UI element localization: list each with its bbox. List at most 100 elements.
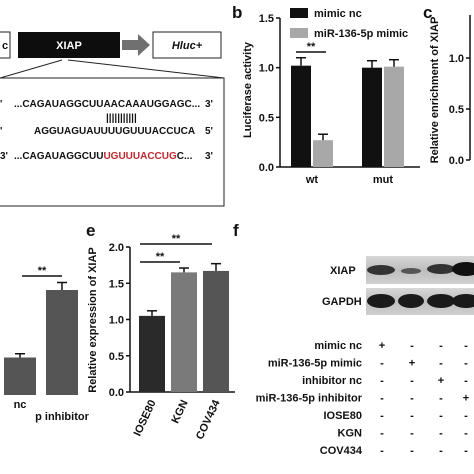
band: [367, 294, 395, 308]
row-label: inhibitor nc: [302, 375, 362, 387]
band: [452, 262, 474, 276]
panel-a: c XIAP Hluc+ ' ...CAGAUAGGCUUAACAAAUGGAG…: [0, 31, 225, 207]
significance: **: [172, 233, 181, 245]
y-tick-label: 2.0: [109, 242, 124, 254]
gene-box: [18, 32, 120, 58]
panel-f: f XIAP GAPDH: [233, 221, 474, 315]
reporter-box: [152, 31, 222, 59]
band-label: XIAP: [330, 265, 356, 277]
bar: [362, 67, 382, 167]
y-tick-label: 0.0: [109, 387, 124, 399]
panel-label: c: [423, 3, 432, 22]
seq-part: C...: [177, 151, 193, 162]
band: [427, 264, 455, 274]
panel-label: f: [233, 221, 239, 240]
x-tick-label: p inhibitor: [35, 411, 89, 423]
y-tick-label: 0.5: [109, 351, 124, 363]
seq-end: ': [0, 99, 2, 110]
row-mark: -: [380, 393, 384, 405]
y-axis-label: Relative enrichment of XIAP: [429, 17, 441, 164]
legend-swatch: [290, 8, 308, 18]
y-tick-label: 0.0: [259, 162, 274, 174]
legend-label: mimic nc: [314, 8, 362, 20]
bar: [139, 315, 165, 392]
sequence-box: [0, 77, 225, 207]
row-mark: -: [410, 445, 414, 457]
row-label: COV434: [320, 445, 363, 457]
zoom-line: [0, 59, 63, 79]
row-mark: -: [439, 410, 443, 422]
arrow: [122, 34, 150, 56]
row-mark: +: [438, 375, 444, 387]
legend-swatch: [290, 28, 308, 38]
y-axis-label: Luciferase activity: [242, 41, 254, 138]
row-mark: +: [463, 393, 469, 405]
row-mark: -: [439, 428, 443, 440]
panel-label: b: [232, 3, 242, 22]
band: [452, 294, 474, 308]
panel-label: e: [86, 221, 95, 240]
y-tick-label: 1.0: [259, 63, 274, 75]
row-mark: -: [380, 410, 384, 422]
promoter-label: c: [2, 40, 8, 52]
legend-label: miR-136-5p mimic: [314, 28, 408, 40]
row-mark: -: [464, 340, 468, 352]
y-tick-label: 1.5: [259, 13, 274, 25]
row-mark: -: [464, 445, 468, 457]
band: [367, 265, 395, 275]
x-tick-label: mut: [373, 174, 394, 186]
row-mark: -: [464, 428, 468, 440]
bar: [171, 272, 197, 392]
seq-end: ': [0, 126, 2, 137]
row-mark: -: [410, 393, 414, 405]
seq-end: 3': [205, 151, 213, 162]
significance: **: [307, 41, 316, 53]
row-label: IOSE80: [323, 410, 362, 422]
pairing: |||||||||||: [106, 113, 137, 124]
row-mark: -: [380, 375, 384, 387]
row-mark: -: [439, 358, 443, 370]
row-mark: -: [464, 375, 468, 387]
y-tick-label: 1.0: [109, 315, 124, 327]
row-mark: +: [379, 340, 385, 352]
bar: [46, 290, 78, 395]
x-tick-label: IOSE80: [132, 398, 159, 438]
gene-label: XIAP: [56, 40, 82, 52]
y-tick-label: 0.5: [259, 112, 274, 124]
bar: [291, 65, 311, 167]
row-label: miR-136-5p mimic: [268, 358, 362, 370]
row-mark: -: [380, 358, 384, 370]
row-mark: -: [410, 428, 414, 440]
seq-part: ...CAGAUAGGCUU: [14, 151, 103, 162]
row-mark: -: [410, 375, 414, 387]
seq-end: 3': [205, 99, 213, 110]
row-mark: -: [439, 393, 443, 405]
y-tick-label: 0.5: [449, 104, 464, 116]
sequence: AGGUAGUAUUUUGUUUACCUCA: [34, 126, 195, 137]
row-mark: -: [410, 340, 414, 352]
bar: [384, 66, 404, 167]
row-mark: -: [464, 358, 468, 370]
significance: **: [156, 251, 165, 263]
band: [427, 294, 455, 308]
sequence: ...CAGAUAGGCUUUGUUUACCUGC...: [14, 151, 193, 162]
row-mark: -: [464, 410, 468, 422]
row-label: mimic nc: [314, 340, 362, 352]
band-label: GAPDH: [322, 296, 362, 308]
row-label: miR-136-5p inhibitor: [256, 393, 363, 405]
seq-mutated: UGUUUACCUG: [103, 151, 177, 162]
x-tick-label: COV434: [194, 397, 223, 441]
seq-end: 3': [0, 151, 8, 162]
y-tick-label: 0.0: [449, 155, 464, 167]
zoom-line: [67, 59, 225, 79]
x-tick-label: wt: [305, 174, 319, 186]
row-label: KGN: [338, 428, 363, 440]
y-tick-label: 1.5: [109, 278, 124, 290]
row-mark: -: [380, 428, 384, 440]
significance: **: [38, 265, 47, 277]
band: [401, 268, 421, 274]
bar: [203, 270, 229, 392]
row-mark: -: [439, 340, 443, 352]
x-tick-label: KGN: [170, 398, 191, 425]
